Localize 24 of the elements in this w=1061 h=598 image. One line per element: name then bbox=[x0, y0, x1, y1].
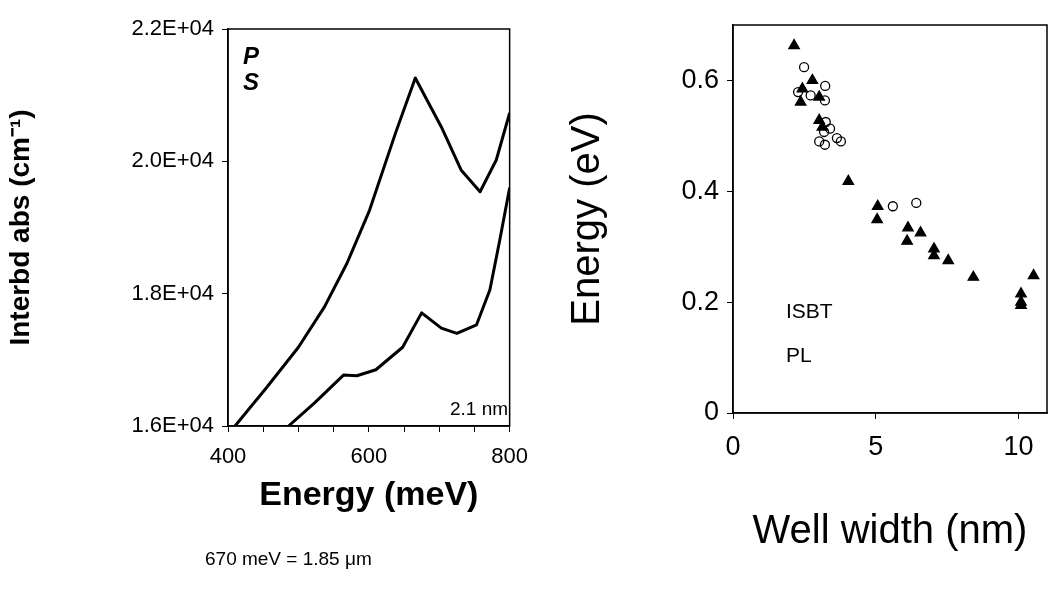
x-tick-label: 600 bbox=[350, 443, 388, 469]
annotation: P bbox=[243, 42, 260, 70]
text: 670 meV = 1.85 μm bbox=[205, 548, 372, 570]
annotation: PL bbox=[786, 343, 812, 367]
x-tick-label: 800 bbox=[491, 443, 529, 469]
y-tick-label: 1.8E+04 bbox=[131, 279, 214, 305]
y-tick-label: 1.6E+04 bbox=[131, 412, 214, 438]
annotation: 2.1 nm bbox=[450, 398, 509, 420]
y-tick-label: 0.4 bbox=[681, 174, 719, 205]
x-tick-label: 5 bbox=[868, 430, 884, 461]
y-tick-label: 2.2E+04 bbox=[131, 15, 214, 41]
x-axis-title: Energy (meV) bbox=[259, 473, 479, 512]
y-tick-label: 2.0E+04 bbox=[131, 147, 214, 173]
y-axis-title: Interbd abs (cm⁻¹) bbox=[3, 109, 35, 346]
y-tick-label: 0.6 bbox=[681, 63, 719, 94]
annotation: S bbox=[243, 68, 260, 96]
y-tick-label: 0.2 bbox=[681, 285, 719, 316]
annotation: ISBT bbox=[786, 299, 833, 323]
x-tick-label: 10 bbox=[1003, 430, 1034, 461]
y-tick-label: 0 bbox=[703, 396, 719, 427]
x-tick-label: 400 bbox=[209, 443, 247, 469]
x-tick-label: 0 bbox=[725, 430, 741, 461]
y-axis-title: Energy (eV) bbox=[563, 112, 608, 326]
x-axis-title: Well width (nm) bbox=[752, 507, 1028, 552]
